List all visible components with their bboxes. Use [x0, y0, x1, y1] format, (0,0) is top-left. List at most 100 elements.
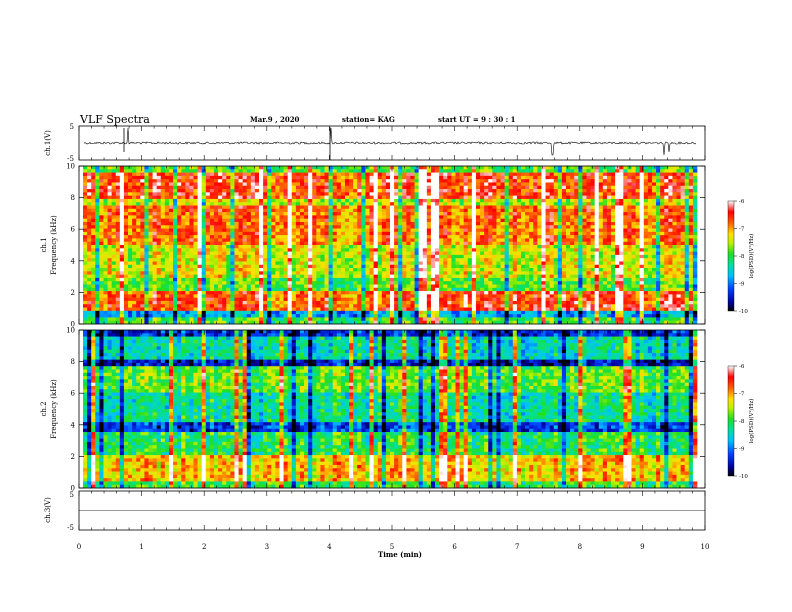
- spectrogram-cell: [111, 221, 117, 226]
- spectrogram-cell: [123, 215, 129, 219]
- spectrogram-cell: [398, 189, 403, 193]
- spectrogram-cell: [639, 172, 645, 177]
- spectrogram-cell: [475, 205, 481, 210]
- spectrogram-cell: [222, 235, 227, 239]
- spectrogram-cell: [504, 251, 509, 256]
- spectrogram-cell: [177, 268, 182, 272]
- spectrogram-cell: [320, 169, 325, 173]
- spectrogram-cell: [582, 238, 587, 243]
- spectrogram-cell: [328, 245, 333, 249]
- spectrogram-cell: [107, 274, 112, 279]
- spectrogram-cell: [353, 172, 358, 177]
- spectrogram-cell: [115, 238, 121, 243]
- spectrogram-cell: [602, 231, 608, 236]
- spectrogram-cell: [439, 169, 444, 173]
- spectrogram-cell: [287, 258, 293, 262]
- spectrogram-cell: [283, 192, 288, 196]
- spectrogram-cell: [279, 205, 284, 210]
- spectrogram-cell: [484, 166, 489, 170]
- spectrogram-cell: [398, 248, 403, 252]
- spectrogram-cell: [512, 248, 518, 252]
- spectrogram-cell: [574, 212, 579, 216]
- spectrogram-cell: [123, 192, 129, 196]
- spectrogram-cell: [688, 238, 694, 243]
- spectrogram-cell: [520, 235, 526, 239]
- spectrogram-cell: [83, 215, 88, 219]
- spectrogram-cell: [361, 195, 366, 200]
- spectrogram-cell: [328, 169, 333, 173]
- spectrogram-cell: [287, 241, 293, 246]
- spectrogram-cell: [541, 182, 546, 187]
- spectrogram-cell: [328, 189, 333, 193]
- spectrogram-cell: [651, 228, 657, 233]
- spectrogram-cell: [402, 185, 407, 190]
- spectrogram-cell: [365, 195, 370, 200]
- spectrogram-cell: [87, 189, 92, 193]
- spectrogram-cell: [512, 258, 518, 262]
- spectrogram-cell: [480, 221, 485, 226]
- spectrogram-cell: [549, 251, 555, 256]
- spectrogram-cell: [570, 245, 575, 249]
- spectrogram-cell: [430, 172, 436, 177]
- spectrogram-cell: [205, 208, 211, 213]
- spectrogram-cell: [234, 205, 239, 210]
- spectrogram-cell: [627, 228, 632, 233]
- spectrogram-cell: [291, 231, 297, 236]
- spectrogram-cell: [123, 182, 129, 187]
- spectrogram-cell: [627, 231, 632, 236]
- spectrogram-cell: [234, 241, 239, 246]
- spectrogram-cell: [590, 238, 595, 243]
- spectrogram-cell: [316, 218, 321, 223]
- spectrogram-cell: [271, 205, 276, 210]
- spectrogram-cell: [295, 208, 301, 213]
- spectrogram-cell: [283, 248, 288, 252]
- spectrogram-cell: [586, 215, 591, 219]
- spectrogram-cell: [390, 208, 395, 213]
- spectrogram-cell: [656, 179, 661, 183]
- spectrogram-cell: [279, 195, 284, 200]
- spectrogram-cell: [512, 198, 518, 203]
- spectrogram-cell: [578, 202, 583, 206]
- spectrogram-cell: [279, 166, 284, 170]
- spectrogram-cell: [152, 195, 157, 200]
- spectrogram-cell: [140, 215, 145, 219]
- spectrogram-cell: [443, 231, 448, 236]
- spectrogram-cell: [160, 212, 166, 216]
- spectrogram-cell: [443, 212, 448, 216]
- spectrogram-cell: [439, 195, 444, 200]
- spectrogram-cell: [148, 182, 153, 187]
- spectrogram-cell: [324, 225, 329, 229]
- spectrogram-cell: [443, 185, 448, 190]
- spectrogram-cell: [111, 202, 117, 206]
- spectrogram-cell: [549, 225, 555, 229]
- spectrogram-cell: [160, 182, 166, 187]
- spectrogram-cell: [422, 231, 428, 236]
- spectrogram-cell: [553, 221, 559, 226]
- spectrogram-cell: [635, 228, 640, 233]
- spectrogram-cell: [615, 198, 620, 203]
- spectrogram-cell: [463, 241, 469, 246]
- spectrogram-cell: [402, 245, 407, 249]
- spectrogram-cell: [520, 198, 526, 203]
- spectrogram-cell: [402, 251, 407, 256]
- spectrogram-cell: [87, 241, 92, 246]
- spectrogram-cell: [136, 268, 141, 272]
- spectrogram-cell: [140, 228, 145, 233]
- spectrogram-cell: [660, 175, 665, 180]
- spectrogram-cell: [365, 238, 370, 243]
- spectrogram-cell: [213, 245, 219, 249]
- spectrogram-cell: [602, 198, 608, 203]
- spectrogram-cell: [402, 192, 407, 196]
- spectrogram-cell: [533, 271, 538, 275]
- spectrogram-cell: [672, 251, 677, 256]
- spectrogram-cell: [660, 182, 665, 187]
- spectrogram-cell: [95, 189, 100, 193]
- spectrogram-cell: [594, 212, 600, 216]
- spectrogram-cell: [500, 185, 505, 190]
- spectrogram-cell: [398, 166, 403, 170]
- spectrogram-cell: [484, 241, 489, 246]
- spectrogram-cell: [304, 208, 309, 213]
- spectrogram-cell: [619, 218, 624, 223]
- spectrogram-cell: [259, 202, 264, 206]
